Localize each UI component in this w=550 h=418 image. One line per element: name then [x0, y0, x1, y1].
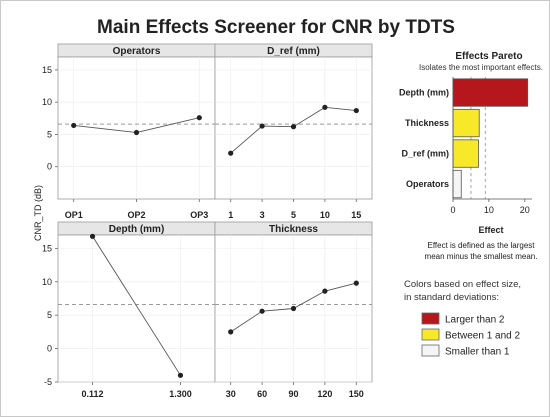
pareto-bar	[452, 169, 462, 199]
data-point	[228, 329, 234, 335]
data-point	[196, 115, 202, 121]
chart-title: Main Effects Screener for CNR by TDTS	[97, 17, 455, 38]
x-tick-label: OP3	[190, 210, 208, 220]
y-tick-label: 15	[42, 65, 52, 75]
data-point	[353, 107, 359, 114]
pareto-category-label: Thickness	[405, 118, 449, 128]
pareto-bar	[452, 78, 529, 107]
y-axis-label: CNR_TD (dB)	[33, 185, 43, 241]
y-tick-label: 0	[47, 162, 52, 172]
panel-title: Depth (mm)	[109, 224, 165, 235]
pareto-x-tick-label: 0	[450, 205, 455, 215]
pareto-category-label: Depth (mm)	[399, 88, 449, 98]
main-effects-panels: Operators 0 5 10 15 OP1 OP2 OP3 D_ref (mm) 1 3 5 10 1…	[42, 43, 373, 399]
legend-swatch	[421, 344, 440, 357]
data-point	[89, 233, 96, 239]
panel-title: Thickness	[269, 224, 318, 235]
panel-thickness: Thickness 30 60 90 120 150	[214, 221, 373, 399]
legend-title-line-2: in standard deviations:	[404, 292, 499, 303]
x-tick-label: OP1	[65, 210, 83, 220]
y-tick-label: 15	[42, 243, 52, 253]
legend-swatch	[421, 312, 440, 325]
x-tick-label: 3	[260, 210, 265, 220]
data-point	[259, 308, 265, 314]
pareto-subtitle: Isolates the most important effects.	[419, 63, 543, 72]
data-point	[290, 305, 297, 312]
x-tick-label: 10	[320, 210, 330, 220]
x-tick-label: 150	[349, 389, 364, 399]
pareto-title: Effects Pareto	[455, 51, 522, 62]
panel-depth: Depth (mm) -5 0 5 10 15 0.112 1.300	[42, 221, 216, 399]
x-tick-label: 60	[257, 389, 267, 399]
x-tick-label: 1.300	[169, 389, 192, 399]
x-tick-label: 90	[288, 389, 298, 399]
pareto-x-tick-label: 20	[520, 205, 530, 215]
legend-title-line-1: Colors based on effect size,	[404, 279, 521, 290]
pareto-x-axis-label: Effect	[478, 225, 503, 235]
panel-title: Operators	[113, 46, 161, 57]
legend-swatch	[421, 328, 440, 341]
data-point	[290, 124, 297, 130]
series-line	[92, 236, 181, 376]
y-tick-label: 10	[42, 97, 52, 107]
data-point	[133, 129, 140, 136]
y-tick-label: 5	[47, 310, 52, 320]
x-tick-label: 5	[291, 210, 296, 220]
data-point	[353, 280, 359, 286]
panel-title: D_ref (mm)	[267, 46, 320, 57]
pareto-bar	[452, 108, 480, 138]
data-point	[322, 288, 328, 294]
legend-label: Larger than 2	[445, 315, 505, 326]
pareto-bar	[452, 139, 479, 168]
data-point	[322, 104, 328, 110]
pareto-category-label: Operators	[406, 179, 449, 189]
x-tick-label: 15	[351, 210, 361, 220]
effect-size-legend: Colors based on effect size, in standard…	[404, 279, 521, 358]
y-tick-label: 10	[42, 277, 52, 287]
x-tick-label: 1	[228, 210, 233, 220]
panel-operators: Operators 0 5 10 15 OP1 OP2 OP3	[42, 43, 216, 220]
data-point	[228, 150, 234, 156]
pareto-category-label: D_ref (mm)	[401, 149, 449, 159]
legend-label: Smaller than 1	[445, 347, 510, 358]
panel-plot-area	[57, 234, 216, 383]
data-point	[71, 122, 77, 129]
y-tick-label: 0	[47, 344, 52, 354]
x-tick-label: OP2	[127, 210, 145, 220]
data-point	[259, 123, 265, 129]
legend-label: Between 1 and 2	[445, 331, 520, 342]
y-tick-label: 5	[47, 129, 52, 139]
pareto-x-tick-label: 10	[484, 205, 494, 215]
x-tick-label: 120	[317, 389, 332, 399]
panel-d-ref: D_ref (mm) 1 3 5 10 15	[214, 43, 373, 220]
x-tick-label: 30	[226, 389, 236, 399]
x-tick-label: 0.112	[82, 389, 104, 399]
data-point	[177, 372, 184, 378]
effects-pareto: Effects Pareto Isolates the most importa…	[399, 51, 543, 261]
effect-definition-note-line-2: mean minus the smallest mean.	[425, 252, 538, 261]
y-tick-label: -5	[44, 377, 52, 387]
effect-definition-note-line-1: Effect is defined as the largest	[427, 241, 535, 250]
